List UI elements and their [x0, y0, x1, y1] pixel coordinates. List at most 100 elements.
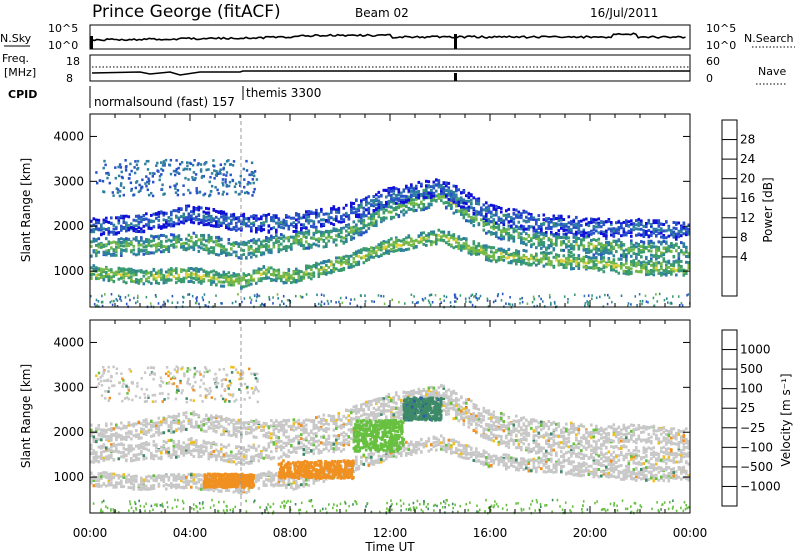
data-cell [202, 439, 206, 443]
data-cell [105, 251, 108, 255]
data-cell [242, 217, 246, 221]
data-cell [280, 221, 283, 224]
data-cell [590, 259, 593, 263]
data-cell [507, 213, 511, 217]
data-cell [660, 235, 663, 239]
data-cell [177, 439, 181, 443]
data-cell [180, 449, 183, 453]
data-cell [535, 222, 538, 226]
ground-scatter-cell [194, 301, 197, 305]
data-cell [117, 245, 121, 249]
data-cell [415, 202, 418, 206]
data-cell [272, 214, 276, 218]
data-cell [630, 231, 633, 235]
data-cell [230, 253, 233, 257]
data-cell [615, 250, 618, 254]
data-cell [487, 230, 491, 234]
ground-scatter-cell [117, 294, 120, 298]
data-cell [327, 259, 331, 263]
data-cell [407, 235, 411, 239]
data-cell [492, 246, 496, 250]
data-cell [455, 184, 458, 188]
data-cell [540, 222, 543, 226]
data-cell [607, 259, 611, 263]
data-cell [597, 248, 601, 252]
data-cell [230, 227, 233, 231]
data-cell [220, 273, 223, 277]
scatter-cell [128, 173, 131, 176]
data-cell [517, 214, 521, 218]
data-cell [212, 218, 216, 222]
data-cell [400, 210, 403, 214]
data-cell [125, 248, 128, 252]
data-cell [525, 237, 528, 241]
data-cell [375, 245, 378, 249]
ground-scatter-cell [639, 300, 642, 303]
data-cell [570, 243, 573, 247]
y-tick-label: 1000 [53, 264, 84, 278]
ground-scatter-cell [255, 299, 258, 302]
data-cell [110, 443, 113, 447]
data-cell [485, 248, 488, 252]
data-cell [412, 201, 416, 205]
data-cell [130, 222, 133, 226]
data-cell [147, 280, 151, 284]
scatter-cell [221, 181, 224, 185]
data-cell [137, 243, 141, 247]
data-cell [387, 199, 391, 203]
data-cell [360, 227, 363, 230]
data-cell [317, 240, 321, 244]
data-cell [137, 446, 141, 450]
data-cell [465, 246, 468, 249]
scatter-cell [134, 186, 137, 190]
scatter-cell [122, 193, 125, 197]
data-cell [395, 194, 398, 198]
data-cell [90, 240, 93, 244]
scatter-cell [161, 169, 165, 172]
scatter-cell [148, 179, 151, 183]
ground-scatter-cell [127, 294, 130, 297]
data-cell [617, 264, 621, 268]
data-cell [225, 272, 228, 276]
ground-scatter-cell [599, 295, 601, 299]
ground-scatter-cell [259, 304, 262, 307]
data-cell [652, 266, 656, 270]
data-cell [107, 279, 111, 283]
data-cell [415, 190, 418, 194]
data-cell [667, 270, 671, 274]
data-cell [385, 188, 388, 192]
data-cell [492, 222, 496, 225]
data-cell [310, 219, 313, 223]
data-cell [467, 196, 471, 199]
ground-scatter-cell [301, 295, 304, 299]
data-cell [622, 220, 626, 224]
scatter-cell [157, 170, 160, 173]
data-cell [152, 219, 156, 223]
y-tick-label: 3000 [53, 174, 84, 188]
data-cell [362, 223, 366, 227]
scatter-cell [237, 193, 241, 196]
data-cell [542, 233, 546, 237]
data-cell [602, 249, 606, 253]
scatter-cell [234, 182, 238, 186]
data-cell [270, 266, 273, 270]
data-cell [672, 230, 676, 234]
data-cell [650, 253, 653, 257]
data-cell [347, 266, 351, 269]
data-cell [660, 271, 663, 275]
data-cell [572, 240, 576, 244]
data-cell [147, 442, 151, 446]
data-cell [567, 225, 571, 229]
ground-scatter-cell [686, 294, 688, 297]
data-cell [152, 457, 156, 461]
data-cell [130, 275, 133, 279]
ground-scatter-cell [454, 293, 457, 297]
data-cell [382, 216, 386, 220]
data-cell [100, 271, 103, 274]
data-cell [497, 206, 501, 209]
data-cell [152, 212, 156, 216]
data-cell [597, 260, 601, 264]
data-cell [157, 271, 161, 274]
data-cell [197, 280, 201, 284]
data-cell [257, 227, 261, 231]
